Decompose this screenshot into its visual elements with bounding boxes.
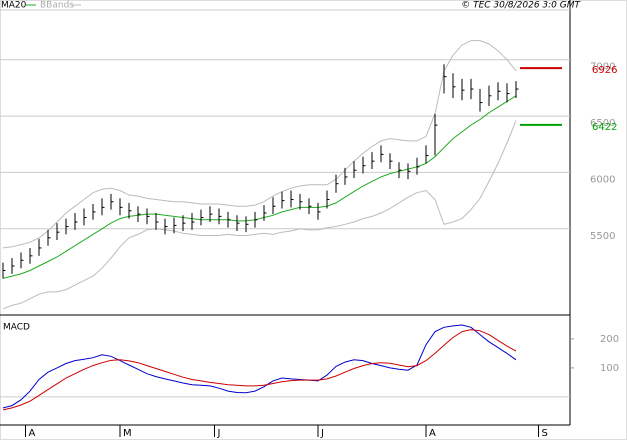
legend-label: MA20	[1, 1, 27, 11]
y-tick-label: 6500	[590, 118, 615, 129]
level-label: 6926	[592, 65, 617, 76]
x-tick-label: S	[542, 428, 548, 439]
y-tick-label: 7000	[590, 62, 615, 73]
y-tick-label: 6000	[590, 174, 615, 185]
x-tick-label: M	[123, 428, 132, 439]
copyright: © TEC 30/8/2026 3:0 GMT	[461, 1, 581, 11]
x-tick-label: J	[217, 428, 221, 439]
x-tick-label: J	[320, 428, 324, 439]
macd-line	[2, 324, 517, 409]
x-tick-label: A	[29, 428, 36, 439]
level-label: 6422	[592, 122, 617, 133]
y-tick-label: 5500	[590, 231, 615, 242]
band-lower	[2, 120, 517, 310]
y-tick-label: 200	[600, 334, 619, 345]
ma-line	[2, 95, 517, 279]
x-tick-label: A	[429, 428, 436, 439]
band-upper	[2, 40, 517, 249]
panel-title: MACD	[3, 323, 30, 333]
y-tick-label: 100	[600, 363, 619, 374]
legend-label: BBands	[40, 1, 74, 11]
macd-line	[2, 329, 517, 411]
